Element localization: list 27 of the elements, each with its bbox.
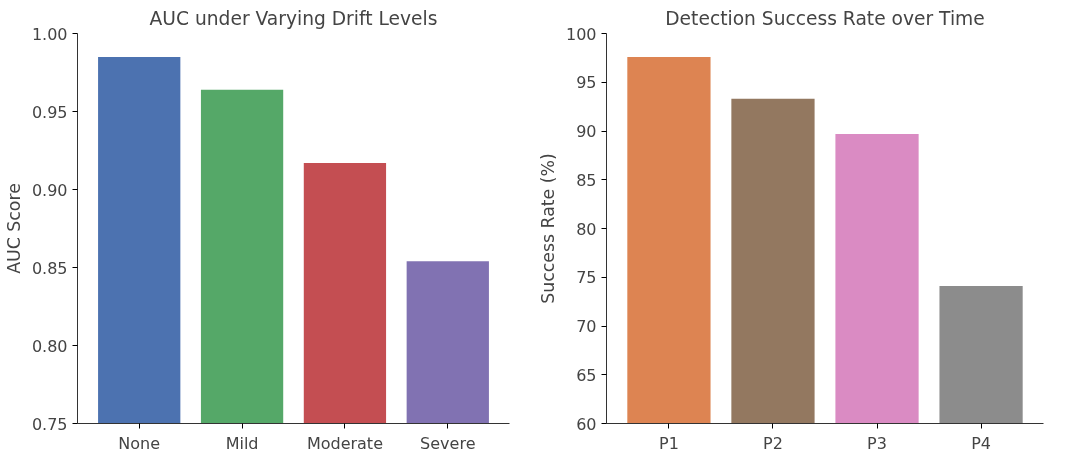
x-tick-label: P1 xyxy=(659,433,679,453)
x-tick-label: P4 xyxy=(971,433,991,453)
y-tick-label: 70 xyxy=(576,317,597,336)
y-tick-label: 0.90 xyxy=(31,180,68,200)
y-tick-label: 90 xyxy=(576,122,597,141)
x-tick-label: P3 xyxy=(867,433,887,453)
x-tick-label: Moderate xyxy=(306,433,383,453)
y-tick-label: 0.85 xyxy=(31,258,68,278)
y-tick-label: 100 xyxy=(565,24,597,44)
y-tick-label: 95 xyxy=(576,73,597,93)
chart-title: Detection Success Rate over Time xyxy=(665,7,985,29)
x-tick-label: None xyxy=(118,433,161,453)
y-tick-label: 0.80 xyxy=(31,336,68,356)
y-tick-label: 85 xyxy=(576,170,597,190)
y-tick-label: 1.00 xyxy=(31,24,68,44)
y-tick-label: 75 xyxy=(576,268,597,288)
y-axis-title: Success Rate (%) xyxy=(537,153,558,304)
chart-title: AUC under Varying Drift Levels xyxy=(149,7,438,29)
y-axis-title: AUC Score xyxy=(3,183,24,274)
y-tick-label: 0.75 xyxy=(31,414,68,434)
y-tick-label: 60 xyxy=(576,414,597,434)
y-tick-label: 65 xyxy=(576,365,597,385)
y-tick-label: 0.95 xyxy=(31,102,68,122)
x-tick-label: Mild xyxy=(225,433,259,453)
x-tick-label: Severe xyxy=(420,433,476,453)
y-tick-label: 80 xyxy=(576,219,597,239)
x-tick-label: P2 xyxy=(763,433,783,453)
